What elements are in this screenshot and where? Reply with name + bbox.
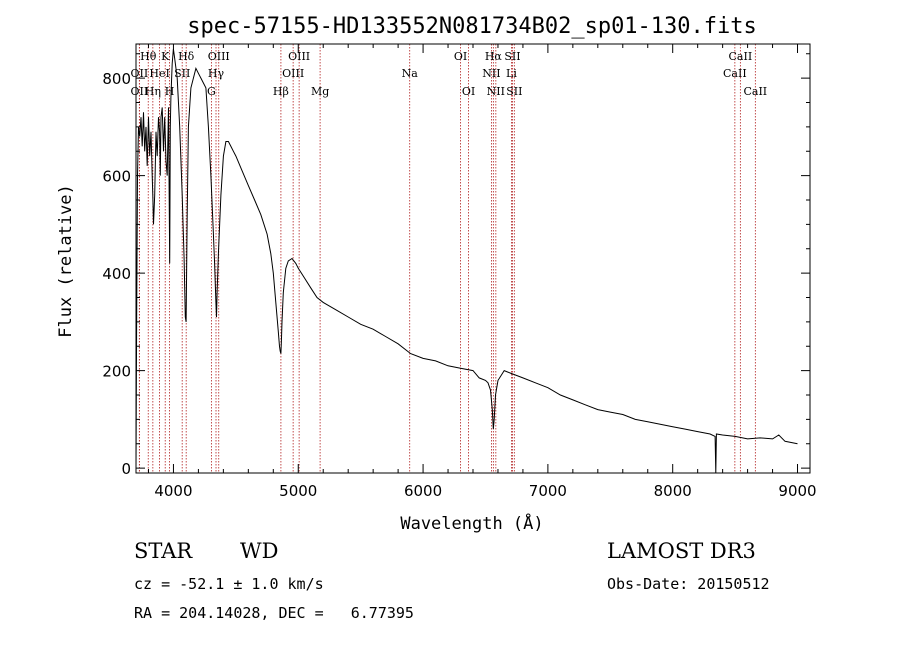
marker-label-19: Hα (485, 50, 503, 63)
marker-label-21: NII (487, 85, 505, 98)
marker-label-14: OIII (282, 67, 304, 80)
chart-title: spec-57155-HD133552N081734B02_sp01-130.f… (187, 14, 757, 39)
x-tick-label-2: 6000 (404, 482, 442, 500)
flux-series-line (135, 48, 798, 474)
marker-label-15: Mg (311, 85, 329, 98)
marker-label-24: SII (506, 85, 522, 98)
marker-label-10: Hγ (208, 67, 225, 80)
survey-name: LAMOST DR3 (607, 539, 756, 563)
marker-label-23: Li (506, 67, 517, 80)
x-axis-ticks: 4000 5000 6000 7000 8000 9000 (147, 44, 817, 500)
y-tick-label-4: 800 (102, 70, 131, 88)
marker-label-9: OIII (208, 50, 230, 63)
redshift-cz: cz = -52.1 ± 1.0 km/s (134, 575, 324, 593)
coordinates: RA = 204.14028, DEC = 6.77395 (134, 604, 414, 622)
y-tick-label-3: 600 (102, 168, 131, 186)
y-tick-label-1: 200 (102, 363, 131, 381)
y-tick-label-0: 0 (121, 460, 131, 478)
x-axis-label: Wavelength (Å) (400, 512, 543, 534)
marker-label-11: G (207, 85, 216, 98)
spectral-line-markers (138, 44, 756, 473)
marker-label-12: Hβ (273, 85, 289, 98)
x-tick-label-3: 7000 (529, 482, 567, 500)
y-tick-label-2: 400 (102, 265, 131, 283)
marker-label-27: CaII (743, 85, 767, 98)
marker-label-5: K (161, 50, 170, 63)
marker-label-22: SII (504, 50, 520, 63)
marker-label-7: SII (174, 67, 190, 80)
marker-label-18: OI (462, 85, 475, 98)
marker-label-4: HeI (149, 67, 169, 80)
marker-label-1: OII (131, 67, 149, 80)
marker-label-8: Hδ (178, 50, 195, 63)
marker-label-25: CaII (729, 50, 753, 63)
x-tick-label-5: 9000 (778, 482, 816, 500)
marker-label-16: Na (402, 67, 419, 80)
marker-label-13: OIII (288, 50, 310, 63)
x-tick-label-1: 5000 (279, 482, 317, 500)
marker-label-20: NII (482, 67, 500, 80)
marker-label-2: OII (131, 85, 149, 98)
marker-label-3: Hη (145, 85, 161, 98)
x-tick-label-0: 4000 (154, 482, 192, 500)
obs-date: Obs-Date: 20150512 (607, 575, 770, 593)
y-axis-label: Flux (relative) (56, 184, 76, 338)
object-subclass: WD (240, 539, 279, 563)
y-axis-ticks: 0 200 400 600 800 (102, 53, 810, 478)
marker-label-6: H (165, 85, 175, 98)
object-class: STAR (134, 539, 193, 563)
marker-label-26: CaII (723, 67, 747, 80)
plot-frame (135, 43, 811, 474)
x-tick-label-4: 8000 (654, 482, 692, 500)
marker-label-17: OI (454, 50, 467, 63)
marker-label-0: Hθ (140, 50, 157, 63)
